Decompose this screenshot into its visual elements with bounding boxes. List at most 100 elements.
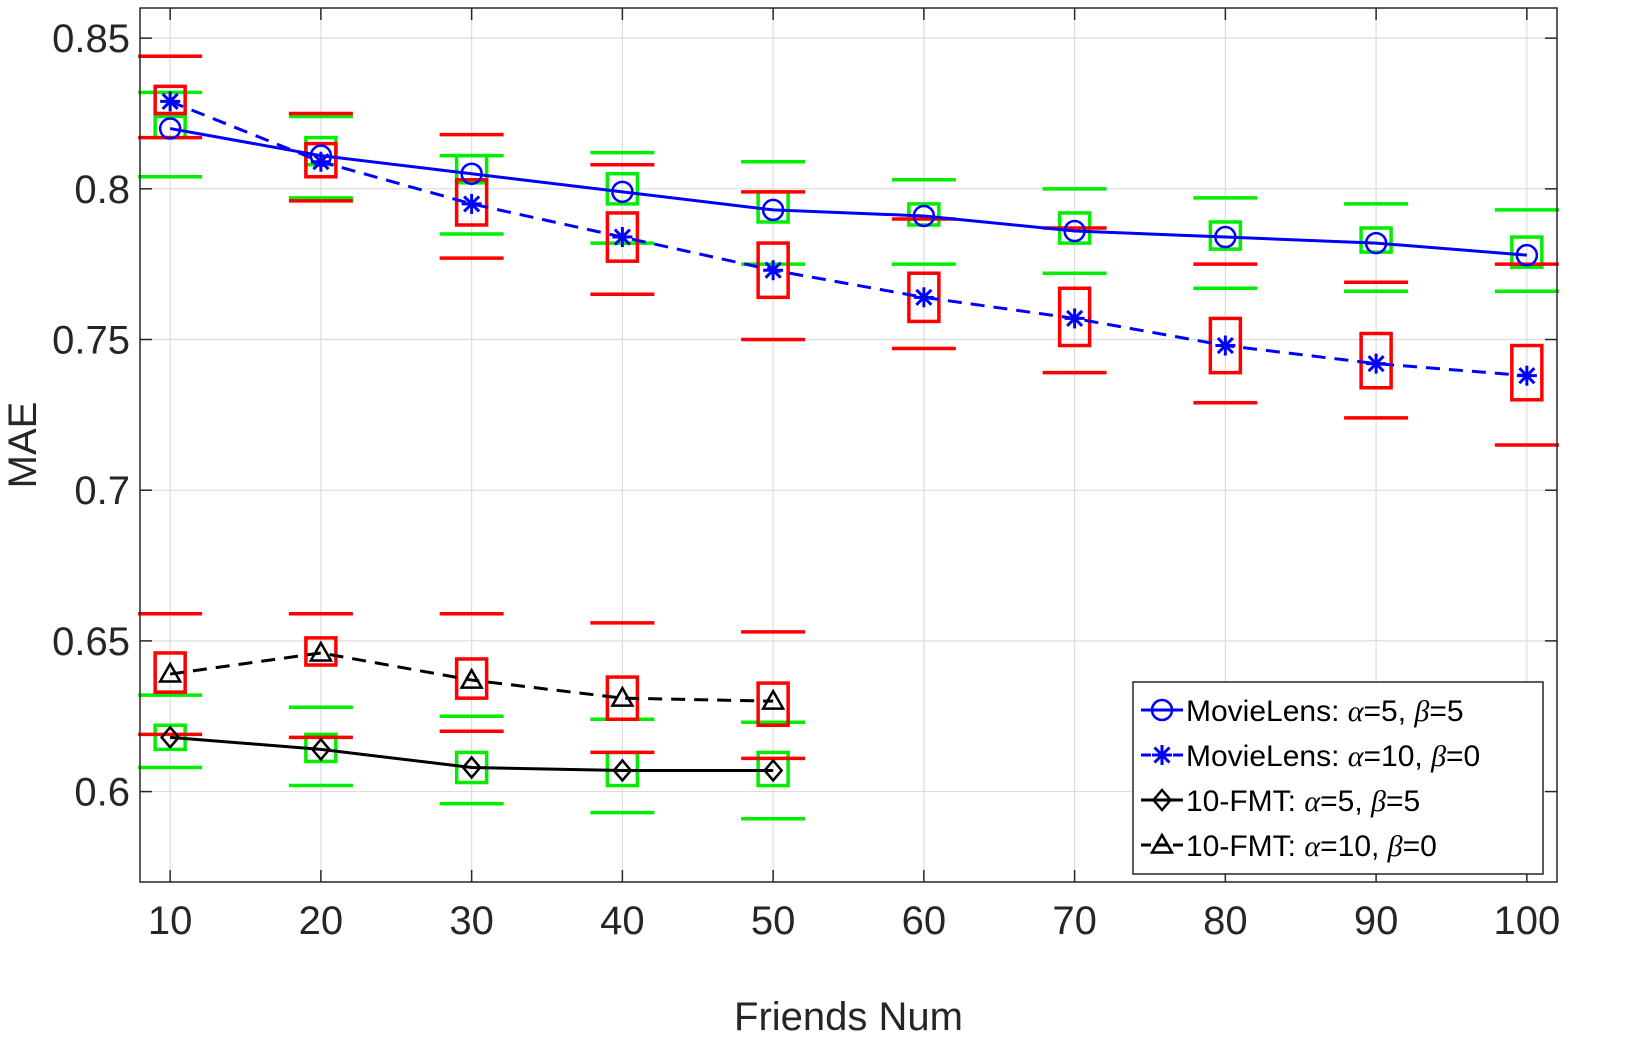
y-axis-ticks: 0.6 0.65 0.7 0.75 0.8 0.85	[52, 17, 1557, 815]
marker-diamond	[160, 725, 181, 750]
marker-asterisk	[1064, 308, 1085, 329]
y-tick-label: 0.7	[74, 469, 130, 513]
x-tick-label: 20	[299, 899, 344, 943]
legend-text-suffix: =5	[1429, 695, 1463, 728]
error-box	[1510, 235, 1544, 269]
y-axis-label: MAE	[1, 402, 45, 489]
marker-triangle	[1149, 832, 1175, 854]
legend-text-sym2: β	[1430, 740, 1446, 773]
legend-entry: MovieLens: α=10, β=0	[1186, 740, 1480, 773]
legend-text-sym1: α	[1304, 830, 1321, 863]
marker-asterisk	[612, 227, 633, 248]
legend-text-sym2: β	[1370, 785, 1386, 818]
y-tick-label: 0.75	[52, 319, 130, 363]
legend-entry: MovieLens: α=5, β=5	[1186, 695, 1464, 728]
legend-text-suffix: =0	[1446, 740, 1480, 773]
marker-triangle	[610, 685, 635, 707]
error-box	[1057, 286, 1092, 348]
x-axis-label: Friends Num	[734, 995, 963, 1039]
x-tick-label: 30	[449, 899, 494, 943]
marker-asterisk	[1215, 335, 1236, 356]
y-tick-label: 0.8	[74, 168, 130, 212]
x-tick-label: 50	[751, 899, 796, 943]
legend-text-sym1: α	[1348, 740, 1365, 773]
error-box	[304, 636, 338, 667]
error-box	[756, 241, 790, 300]
marker-asterisk	[1516, 365, 1537, 386]
legend-text-suffix: =5	[1386, 785, 1420, 818]
marker-circle	[761, 198, 785, 222]
legend-text-prefix: 10-FMT:	[1186, 830, 1304, 863]
x-tick-label: 40	[600, 899, 645, 943]
x-axis-ticks: 10 20 30 40 50 60 70 80 90 100	[148, 8, 1560, 943]
marker-asterisk	[913, 287, 934, 308]
x-tick-label: 10	[148, 899, 193, 943]
legend-text-sym2: β	[1413, 695, 1429, 728]
legend-entry: 10-FMT: α=5, β=5	[1186, 785, 1420, 818]
legend-text-prefix: MovieLens:	[1186, 740, 1348, 773]
marker-diamond	[612, 758, 633, 783]
marker-asterisk	[310, 151, 331, 172]
legend-box	[1132, 681, 1544, 875]
error-box	[907, 271, 941, 324]
error-box	[153, 651, 187, 694]
marker-circle	[1515, 243, 1539, 267]
series-line	[169, 651, 774, 703]
marker-asterisk	[1152, 745, 1172, 765]
legend-text-mid: =10,	[1364, 740, 1432, 773]
series-markers	[157, 91, 1539, 783]
marker-triangle	[760, 688, 786, 710]
y-tick-label: 0.65	[52, 620, 130, 664]
marker-circle	[611, 180, 634, 204]
y-tick-label: 0.85	[52, 17, 130, 61]
axes-frame	[139, 7, 1558, 883]
marker-circle	[912, 204, 936, 228]
series-lines	[169, 100, 1527, 772]
legend-text-prefix: 10-FMT:	[1186, 785, 1304, 818]
marker-circle	[1214, 225, 1237, 249]
legend-text-prefix: MovieLens:	[1186, 695, 1348, 728]
marker-diamond	[762, 758, 784, 783]
error-box	[1510, 343, 1544, 402]
series-line	[170, 735, 774, 772]
marker-diamond	[310, 737, 332, 762]
marker-circle	[1150, 698, 1174, 722]
y-tick-label: 0.6	[74, 771, 130, 815]
legend-text-sym1: α	[1348, 695, 1365, 728]
marker-triangle	[157, 661, 183, 683]
marker-diamond	[461, 755, 482, 780]
legend-entry: 10-FMT: α=10, β=0	[1186, 830, 1437, 863]
legend-text-mid: =5,	[1320, 785, 1371, 818]
legend-text-sym2: β	[1387, 830, 1403, 863]
error-box	[1208, 316, 1243, 375]
marker-triangle	[459, 667, 484, 689]
series-line	[169, 100, 1527, 378]
marker-circle	[1364, 231, 1388, 255]
error-box	[153, 84, 187, 116]
x-tick-label: 80	[1203, 899, 1248, 943]
legend-text-suffix: =0	[1403, 830, 1437, 863]
x-tick-label: 90	[1354, 899, 1399, 943]
x-tick-label: 100	[1493, 899, 1560, 943]
marker-asterisk	[461, 193, 482, 214]
error-box	[756, 681, 790, 728]
legend-text-sym1: α	[1304, 785, 1321, 818]
x-tick-label: 60	[902, 899, 947, 943]
error-boxes	[138, 54, 1559, 821]
marker-asterisk	[160, 91, 181, 112]
x-tick-label: 70	[1052, 899, 1097, 943]
error-box	[605, 211, 640, 263]
error-box	[756, 750, 790, 788]
legend-text-mid: =10,	[1320, 830, 1388, 863]
legend-text-mid: =5,	[1364, 695, 1415, 728]
series-line	[169, 127, 1527, 257]
marker-asterisk	[763, 260, 784, 281]
marker-asterisk	[1366, 353, 1387, 374]
marker-circle	[158, 117, 182, 140]
marker-circle	[1063, 219, 1086, 243]
error-box	[304, 141, 338, 179]
marker-triangle	[308, 640, 334, 662]
error-box	[454, 657, 489, 700]
